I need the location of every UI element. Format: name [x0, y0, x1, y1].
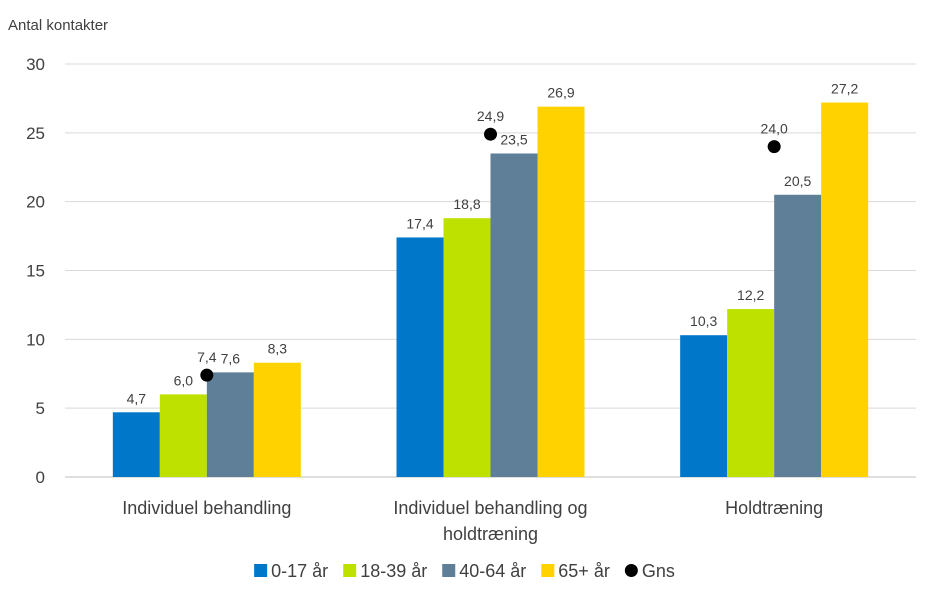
- legend-marker: [624, 564, 638, 577]
- category-label: holdtræning: [443, 524, 538, 544]
- bar: [490, 153, 538, 477]
- data-label: 23,5: [500, 131, 527, 147]
- average-marker: [767, 140, 781, 154]
- bar: [206, 372, 254, 477]
- data-label: 6,0: [174, 372, 194, 388]
- bar: [443, 218, 491, 478]
- bar: [537, 106, 585, 477]
- data-label: 12,2: [737, 287, 764, 303]
- average-label: 24,0: [761, 121, 788, 137]
- legend-swatch: [254, 564, 268, 577]
- data-label: 27,2: [831, 81, 858, 97]
- data-label: 8,3: [268, 341, 288, 357]
- data-label: 26,9: [547, 85, 574, 101]
- y-axis-label: Antal kontakter: [8, 17, 108, 34]
- legend-swatch: [541, 564, 555, 577]
- average-label: 7,4: [197, 349, 217, 365]
- y-tick-label: 10: [26, 330, 45, 349]
- y-tick-label: 5: [36, 399, 45, 418]
- data-label: 4,7: [127, 390, 147, 406]
- average-markers: [200, 127, 781, 382]
- category-label: Individuel behandling og: [393, 498, 587, 518]
- y-axis-ticks: 0 5 10 15 20 25 30: [26, 55, 45, 487]
- data-label: 17,4: [406, 215, 433, 231]
- data-label: 20,5: [784, 173, 811, 189]
- legend-label: Gns: [642, 561, 675, 581]
- data-label: 7,6: [221, 350, 241, 366]
- average-marker: [200, 368, 214, 382]
- average-marker: [484, 127, 497, 141]
- y-tick-label: 15: [26, 262, 45, 281]
- average-label: 24,9: [477, 108, 504, 124]
- y-tick-label: 20: [26, 193, 45, 212]
- legend: 0-17 år 18-39 år 40-64 år 65+ år Gns: [254, 561, 675, 581]
- bar: [112, 412, 160, 477]
- bar: [159, 394, 207, 477]
- y-tick-label: 0: [36, 468, 45, 487]
- legend-label: 40-64 år: [459, 561, 526, 581]
- y-tick-label: 25: [26, 124, 45, 143]
- legend-label: 0-17 år: [271, 561, 328, 581]
- bars: [112, 102, 869, 478]
- legend-swatch: [343, 564, 357, 577]
- bar: [727, 309, 775, 477]
- bar: [680, 335, 728, 477]
- bar: [253, 362, 301, 477]
- data-label: 10,3: [690, 313, 717, 329]
- bar: [396, 237, 444, 477]
- category-label: Individuel behandling: [122, 498, 291, 518]
- bar: [774, 194, 822, 478]
- data-label: 18,8: [453, 196, 480, 212]
- legend-swatch: [442, 564, 456, 577]
- legend-label: 65+ år: [558, 561, 610, 581]
- x-axis-categories: Individuel behandling Individuel behandli…: [122, 498, 823, 544]
- category-label: Holdtræning: [725, 498, 823, 518]
- data-labels: 4,7 6,0 7,6 8,3 17,4 18,8 23,5 26,9 10,3 12,2 20,5…: [127, 81, 859, 407]
- bar: [821, 102, 869, 478]
- legend-label: 18-39 år: [360, 561, 427, 581]
- y-tick-label: 30: [26, 55, 45, 74]
